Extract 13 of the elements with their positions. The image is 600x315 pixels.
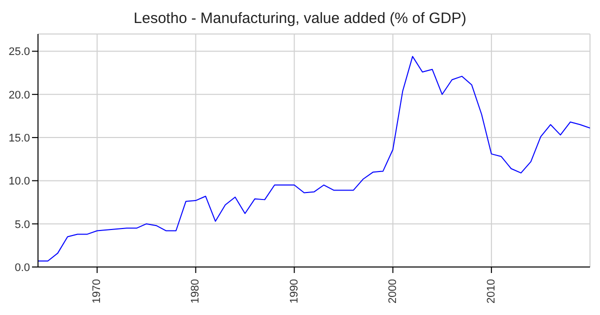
x-tick-label: 1980 [190,279,202,304]
x-tick-label: 1990 [288,279,300,304]
chart-title: Lesotho - Manufacturing, value added (% of GDP) [132,9,468,29]
x-tick-label: 1970 [91,279,104,304]
line-series [38,56,590,262]
y-tick-label: 0.0 [14,262,30,274]
y-tick-label: 15.0 [8,132,30,144]
x-tick-label: 2010 [485,279,498,304]
y-tick-label: 20.0 [8,89,30,102]
x-tick-label: 2000 [386,279,399,304]
y-tick-label: 10.0 [8,176,30,188]
y-tick-label: 25.0 [8,46,30,58]
y-tick-label: 5.0 [14,218,30,231]
